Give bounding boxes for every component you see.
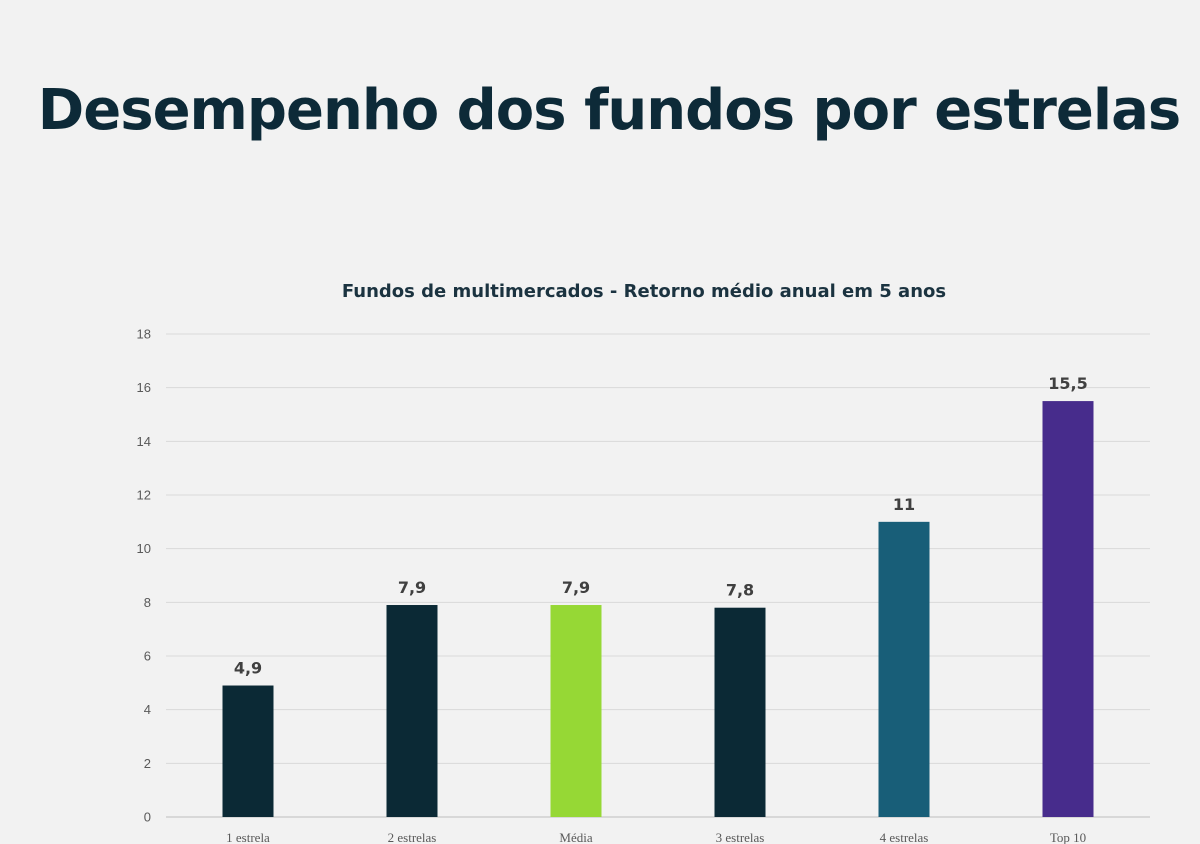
data-label: 11: [893, 495, 915, 514]
category-label: Média: [559, 830, 592, 844]
category-label: 4 estrelas: [880, 830, 929, 844]
y-tick-label: 14: [137, 434, 151, 449]
category-label: 2 estrelas: [388, 830, 437, 844]
data-label: 7,8: [726, 581, 754, 600]
y-tick-label: 6: [144, 649, 151, 664]
y-tick-label: 4: [144, 702, 151, 717]
bar-3-estrelas: [714, 607, 766, 817]
data-label: 7,9: [562, 578, 590, 597]
y-tick-label: 18: [137, 327, 151, 342]
data-label: 15,5: [1048, 374, 1087, 393]
category-label: Top 10: [1050, 830, 1086, 844]
data-labels: 4,9 7,9 7,9 7,8 11 15,5: [234, 374, 1088, 677]
x-axis-categories: 1 estrela 2 estrelas Média 3 estrelas 4 estr…: [226, 830, 1086, 844]
y-tick-label: 2: [144, 756, 151, 771]
y-tick-label: 8: [144, 595, 151, 610]
chart-title: Fundos de multimercados - Retorno médio …: [341, 281, 947, 302]
data-label: 4,9: [234, 659, 262, 678]
bar-média: [550, 605, 602, 817]
bar-4-estrelas: [878, 521, 930, 817]
y-axis-ticks: 0 2 4 6 8 10 12 14 16 18: [137, 327, 151, 825]
category-label: 3 estrelas: [716, 830, 765, 844]
y-tick-label: 12: [137, 488, 151, 503]
gridlines: [166, 333, 1150, 818]
bar-top-10: [1042, 401, 1094, 817]
y-tick-label: 10: [137, 541, 151, 556]
data-label: 7,9: [398, 578, 426, 597]
bar-1-estrela: [222, 685, 274, 817]
y-tick-label: 0: [144, 810, 151, 825]
bars: [222, 401, 1094, 817]
slide-title: Desempenho dos fundos por estrelas: [37, 78, 1181, 143]
category-label: 1 estrela: [226, 830, 270, 844]
y-tick-label: 16: [137, 380, 151, 395]
bar-2-estrelas: [386, 605, 438, 817]
